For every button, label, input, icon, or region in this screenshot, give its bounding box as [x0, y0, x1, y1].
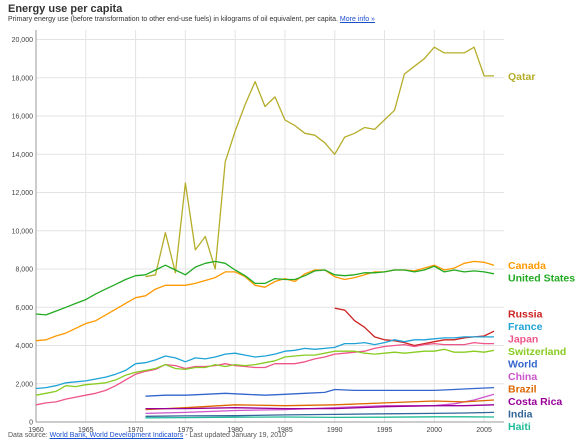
series-line-russia	[334, 307, 495, 347]
series-label-qatar: Qatar	[508, 71, 535, 83]
series-label-brazil: Brazil	[508, 384, 537, 396]
series-label-canada: Canada	[508, 260, 546, 272]
y-tick-label: 0	[29, 420, 33, 427]
chart-subtitle: Primary energy use (before transformatio…	[8, 16, 375, 23]
x-tick-label: 1965	[78, 427, 94, 434]
series-line-japan	[35, 341, 494, 406]
y-tick-label: 10,000	[12, 228, 34, 235]
series-label-world: World	[508, 359, 538, 371]
series-label-haiti: Haiti	[508, 421, 531, 433]
series-line-qatar	[145, 46, 494, 278]
x-tick-label: 1975	[178, 427, 194, 434]
y-tick-label: 8,000	[15, 267, 33, 274]
x-tick-label: 1990	[327, 427, 343, 434]
y-tick-label: 20,000	[12, 37, 34, 44]
x-tick-label: 1980	[227, 427, 243, 434]
chart-title: Energy use per capita	[8, 3, 123, 15]
more-info-link[interactable]: More info »	[339, 16, 375, 23]
x-tick-label: 1985	[277, 427, 293, 434]
series-label-russia: Russia	[508, 309, 543, 321]
series-line-france	[35, 336, 494, 390]
x-tick-label: 1960	[28, 427, 44, 434]
y-tick-label: 12,000	[12, 190, 34, 197]
x-tick-label: 1995	[377, 427, 393, 434]
x-tick-label: 1970	[128, 427, 144, 434]
y-tick-label: 6,000	[15, 305, 33, 312]
series-line-united-states	[35, 260, 495, 316]
footer-suffix: - Last updated January 19, 2010	[183, 432, 286, 439]
subtitle-text: Primary energy use (before transformatio…	[8, 16, 338, 23]
series-label-india: India	[508, 409, 533, 421]
series-line-india	[145, 411, 495, 417]
series-label-united-states: United States	[508, 273, 575, 285]
series-label-france: France	[508, 321, 543, 333]
y-tick-label: 16,000	[12, 114, 34, 121]
x-tick-label: 2005	[476, 427, 492, 434]
data-source-link[interactable]: World Bank, World Development Indicators	[49, 432, 184, 439]
series-label-costa-rica: Costa Rica	[508, 396, 562, 408]
series-label-switzerland: Switzerland	[508, 346, 566, 358]
series-line-brazil	[145, 399, 495, 411]
x-tick-label: 2000	[427, 427, 443, 434]
y-tick-label: 2,000	[15, 381, 33, 388]
y-tick-label: 18,000	[12, 75, 34, 82]
y-tick-label: 4,000	[15, 343, 33, 350]
series-line-china	[145, 393, 495, 415]
series-line-switzerland	[35, 348, 495, 396]
y-tick-label: 14,000	[12, 152, 34, 159]
series-line-world	[145, 386, 495, 397]
footer-prefix: Data source:	[8, 432, 50, 439]
series-line-costa-rica	[145, 404, 495, 410]
series-label-japan: Japan	[508, 334, 538, 346]
series-line-canada	[35, 260, 495, 342]
series-label-china: China	[508, 371, 537, 383]
series-line-haiti	[145, 416, 495, 419]
chart-footer: Data source: World Bank, World Developme…	[8, 432, 286, 439]
